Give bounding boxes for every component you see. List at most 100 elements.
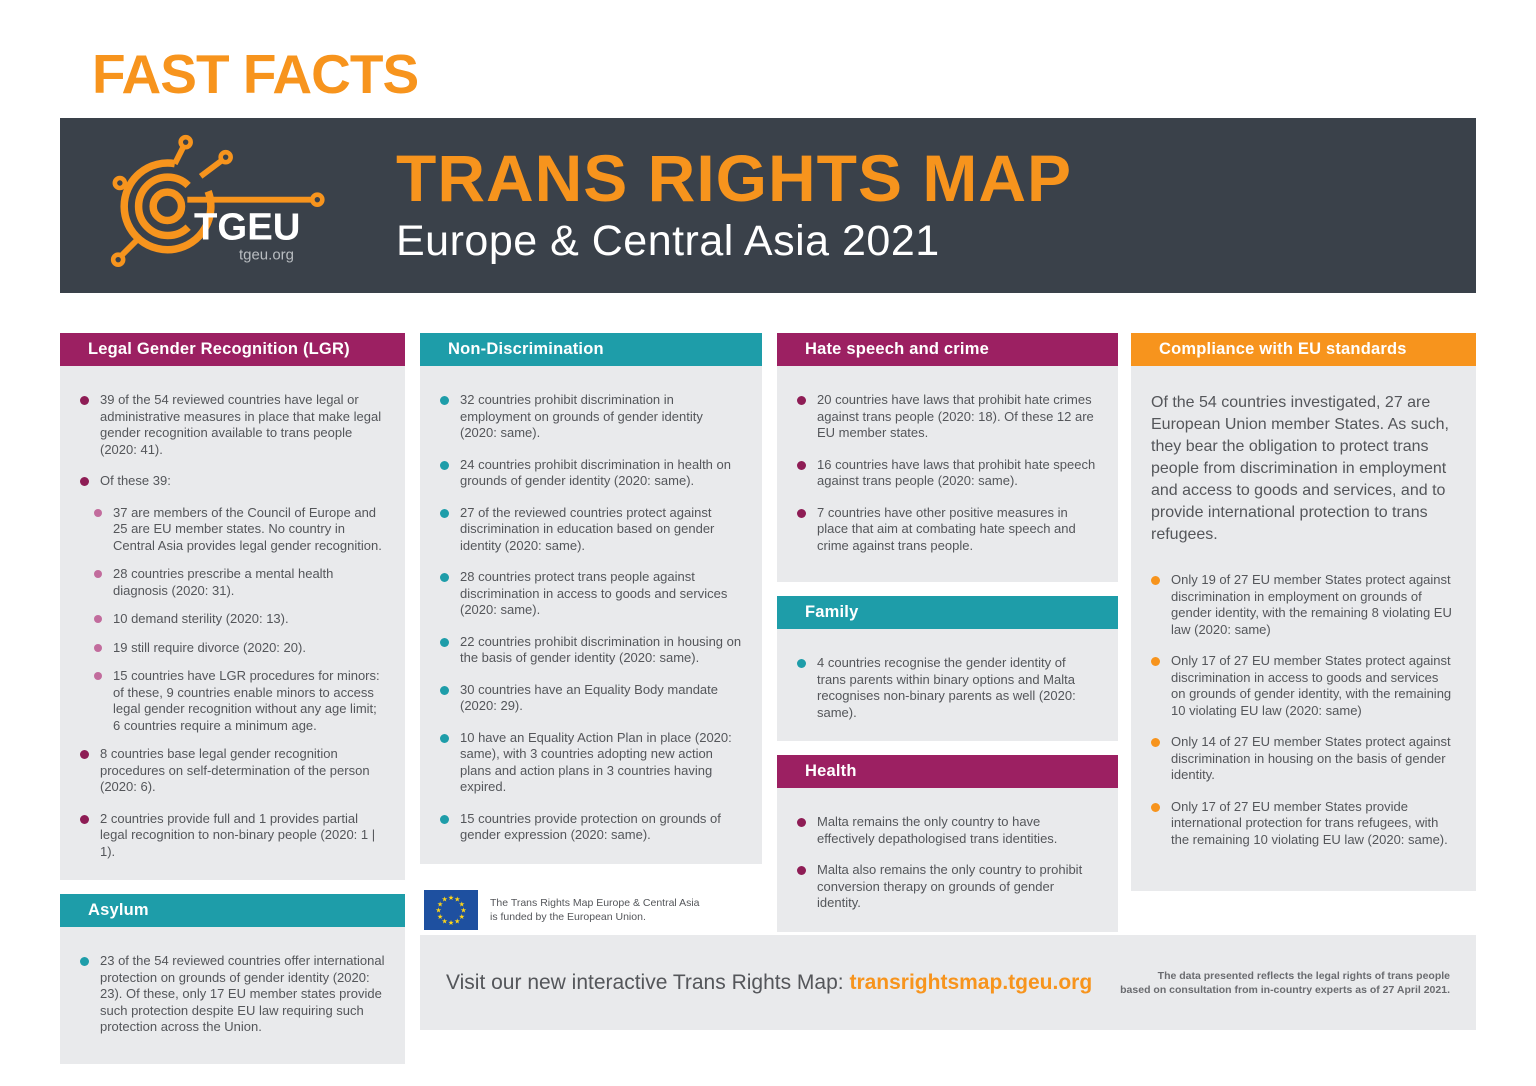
bullet-dot-icon [94, 615, 102, 623]
page-eyebrow-title: FAST FACTS [92, 43, 419, 105]
svg-text:★: ★ [454, 896, 460, 904]
bullet-text: Malta remains the only country to have e… [817, 814, 1058, 846]
bullet-text: 19 still require divorce (2020: 20). [113, 639, 306, 655]
bullet-dot-icon [1151, 657, 1160, 666]
tgeu-logo-url[interactable]: tgeu.org [239, 247, 294, 264]
svg-text:★: ★ [454, 917, 460, 925]
bullet-item: 7 countries have other positive measures… [797, 505, 1098, 555]
bullet-text: 15 countries provide protection on groun… [460, 810, 721, 843]
tgeu-logo: TGEU tgeu.org [94, 133, 344, 278]
section-body-asylum: 23 of the 54 reviewed countries offer in… [60, 927, 405, 1064]
page-subtitle: Europe & Central Asia 2021 [396, 216, 940, 265]
section-header-asylum: Asylum [60, 894, 405, 927]
bullet-dot-icon [440, 573, 449, 582]
bullet-dot-icon [94, 672, 102, 680]
bullet-dot-icon [1151, 576, 1160, 585]
section-header-non-discrimination: Non-Discrimination [420, 333, 762, 366]
eu-funding-text: The Trans Rights Map Europe & Central As… [490, 896, 700, 924]
bullet-item: 24 countries prohibit discrimination in … [440, 457, 742, 490]
svg-text:★: ★ [448, 894, 454, 902]
eu-compliance-bullet-list: Only 19 of 27 EU member States protect a… [1151, 572, 1456, 848]
svg-text:★: ★ [437, 900, 443, 908]
bullet-dot-icon [80, 750, 89, 759]
bullet-item: Malta also remains the only country to p… [797, 862, 1098, 912]
card-eu-compliance: Compliance with EU standards Of the 54 c… [1131, 333, 1476, 891]
data-disclaimer: The data presented reflects the legal ri… [1120, 969, 1450, 997]
tgeu-logo-text: TGEU [194, 206, 300, 249]
bullet-item: Only 14 of 27 EU member States protect a… [1151, 734, 1456, 784]
bullet-dot-icon [1151, 802, 1160, 812]
card-non-discrimination: Non-Discrimination 32 countries prohibit… [420, 333, 762, 864]
eu-funding-line1: The Trans Rights Map Europe & Central As… [490, 897, 700, 909]
bullet-dot-icon [80, 477, 89, 486]
bullet-text: Malta also remains the only country to p… [817, 862, 1083, 910]
tgeu-logo-icon: TGEU tgeu.org [110, 134, 325, 267]
bullet-item: 10 demand sterility (2020: 13). [94, 611, 385, 628]
section-header-family: Family [777, 596, 1118, 629]
column-legal-gender-recognition: Legal Gender Recognition (LGR) 39 of the… [60, 333, 405, 1064]
column-hate-family-health: Hate speech and crime 20 countries have … [777, 333, 1118, 932]
bullet-dot-icon [440, 460, 449, 470]
card-family: Family 4 countries recognise the gender … [777, 596, 1118, 741]
svg-text:★: ★ [442, 896, 448, 904]
eu-funding-note: ★ ★ ★ ★ ★ ★ ★ ★ ★ ★ ★ ★ The Trans Rights… [424, 890, 700, 930]
bullet-dot-icon [1151, 738, 1160, 747]
disclaimer-line2: based on consultation from in-country ex… [1120, 983, 1450, 996]
section-body-health: Malta remains the only country to have e… [777, 788, 1118, 932]
bullet-text: 7 countries have other positive measures… [817, 504, 1076, 553]
section-header-lgr: Legal Gender Recognition (LGR) [60, 333, 405, 366]
bullet-text: 28 countries protect trans people agains… [460, 569, 728, 617]
card-hate-speech: Hate speech and crime 20 countries have … [777, 333, 1118, 582]
card-health: Health Malta remains the only country to… [777, 755, 1118, 932]
svg-text:★: ★ [459, 913, 465, 921]
bullet-item: 20 countries have laws that prohibit hat… [797, 392, 1098, 442]
bullet-dot-icon [440, 685, 449, 695]
bullet-item: Only 17 of 27 EU member States provide i… [1151, 799, 1456, 849]
bullet-text: 16 countries have laws that prohibit hat… [817, 456, 1096, 489]
bullet-item: 39 of the 54 reviewed countries have leg… [80, 392, 385, 458]
bullet-dot-icon [80, 814, 89, 824]
bullet-item: Malta remains the only country to have e… [797, 814, 1098, 847]
bullet-text: 4 countries recognise the gender identit… [817, 655, 1076, 720]
bullet-dot-icon [440, 814, 449, 824]
bullet-item: 28 countries prescribe a mental health d… [94, 566, 385, 599]
svg-text:★: ★ [435, 907, 441, 915]
eu-flag-icon: ★ ★ ★ ★ ★ ★ ★ ★ ★ ★ ★ ★ [424, 890, 478, 930]
bullet-text: 27 of the reviewed countries protect aga… [460, 504, 715, 553]
bullet-item: 32 countries prohibit discrimination in … [440, 392, 742, 442]
masthead-banner: TGEU tgeu.org TRANS RIGHTS MAP Europe & … [60, 118, 1476, 293]
bullet-text: 2 countries provide full and 1 provides … [100, 810, 376, 859]
cta-text: Visit our new interactive Trans Rights M… [446, 971, 1092, 995]
bullet-text: 15 countries have LGR procedures for min… [113, 668, 380, 733]
bullet-item: 37 are members of the Council of Europe … [94, 505, 385, 555]
bullet-text: 24 countries prohibit discrimination in … [460, 456, 731, 489]
eu-funding-line2: is funded by the European Union. [490, 911, 646, 923]
section-header-hate-speech: Hate speech and crime [777, 333, 1118, 366]
bullet-dot-icon [440, 508, 449, 518]
bullet-text: Only 17 of 27 EU member States protect a… [1171, 653, 1452, 718]
bullet-text: Only 19 of 27 EU member States protect a… [1171, 572, 1452, 637]
bullet-dot-icon [440, 637, 449, 647]
bullet-dot-icon [797, 659, 806, 668]
disclaimer-line1: The data presented reflects the legal ri… [1157, 969, 1450, 982]
bullet-item: 10 have an Equality Action Plan in place… [440, 730, 742, 796]
bullet-text: 20 countries have laws that prohibit hat… [817, 392, 1094, 440]
bullet-item: 22 countries prohibit discrimination in … [440, 634, 742, 667]
bullet-item: 30 countries have an Equality Body manda… [440, 682, 742, 715]
eu-compliance-intro: Of the 54 countries investigated, 27 are… [1151, 394, 1449, 543]
bullet-dot-icon [797, 460, 806, 470]
bullet-text: 30 countries have an Equality Body manda… [460, 681, 719, 714]
bullet-text: 32 countries prohibit discrimination in … [460, 392, 703, 440]
bullet-text: 28 countries prescribe a mental health d… [113, 566, 334, 598]
bullet-text: 22 countries prohibit discrimination in … [460, 633, 742, 666]
bullet-item: Only 19 of 27 EU member States protect a… [1151, 572, 1456, 638]
svg-text:★: ★ [448, 919, 454, 927]
cta-link[interactable]: transrightsmap.tgeu.org [849, 970, 1093, 994]
bullet-text: Only 17 of 27 EU member States provide i… [1171, 798, 1448, 847]
bullet-item: 23 of the 54 reviewed countries offer in… [80, 953, 385, 1036]
svg-text:★: ★ [460, 907, 466, 915]
bullet-dot-icon [94, 570, 102, 578]
page-title: TRANS RIGHTS MAP [396, 141, 1072, 216]
bullet-text: Only 14 of 27 EU member States protect a… [1171, 734, 1451, 782]
